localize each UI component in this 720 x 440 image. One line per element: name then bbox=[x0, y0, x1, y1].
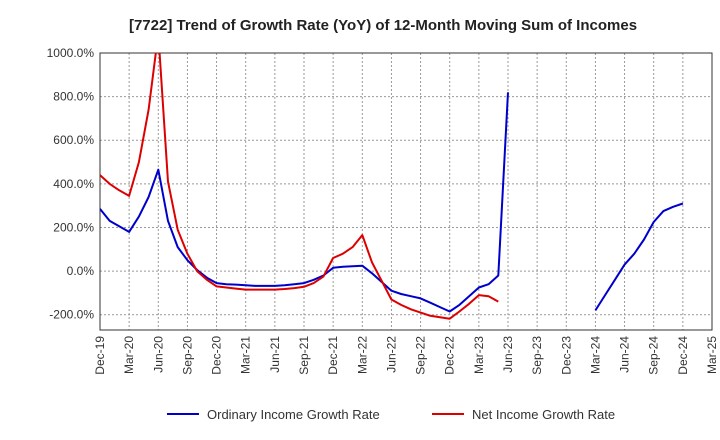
x-tick-label: Dec-19 bbox=[93, 336, 107, 375]
x-tick-label: Mar-22 bbox=[355, 336, 369, 374]
x-tick-label: Dec-23 bbox=[559, 336, 573, 375]
plot-area: 1000.0% 800.0% 600.0% 400.0% 200.0% 0.0% -200.… bbox=[47, 46, 719, 375]
x-tick-label: Sep-23 bbox=[530, 336, 544, 375]
x-tick-label: Mar-25 bbox=[705, 336, 719, 374]
x-tick-label: Dec-22 bbox=[443, 336, 457, 375]
x-tick-label: Sep-22 bbox=[414, 336, 428, 375]
chart-title: [7722] Trend of Growth Rate (YoY) of 12-… bbox=[129, 17, 637, 34]
y-tick-label: 800.0% bbox=[53, 90, 94, 104]
x-tick-label: Jun-20 bbox=[151, 336, 165, 373]
y-tick-label: 200.0% bbox=[53, 220, 94, 234]
x-tick-label: Jun-22 bbox=[384, 336, 398, 373]
x-tick-label: Dec-21 bbox=[326, 336, 340, 375]
x-tick-label: Mar-24 bbox=[588, 336, 602, 374]
plot-frame bbox=[99, 52, 713, 331]
series-group bbox=[100, 53, 684, 320]
x-tick-label: Sep-21 bbox=[297, 336, 311, 375]
y-tick-label: -200.0% bbox=[49, 308, 94, 322]
x-tick-label: Mar-21 bbox=[239, 336, 253, 374]
x-tick-label: Dec-24 bbox=[676, 336, 690, 375]
series-line-ordinary-income bbox=[594, 202, 684, 311]
x-tick-label: Dec-20 bbox=[210, 336, 224, 375]
y-tick-label: 400.0% bbox=[53, 177, 94, 191]
x-tick-label: Jun-24 bbox=[618, 336, 632, 373]
x-tick-label: Sep-24 bbox=[647, 336, 661, 375]
y-tick-label: 1000.0% bbox=[47, 46, 95, 60]
series-line-ordinary-income bbox=[100, 92, 509, 313]
x-tick-label: Sep-20 bbox=[180, 336, 194, 375]
y-tick-label: 0.0% bbox=[67, 264, 95, 278]
legend: Ordinary Income Growth Rate Net Income G… bbox=[167, 407, 615, 422]
x-tick-label: Mar-20 bbox=[122, 336, 136, 374]
series-line-net-income bbox=[100, 53, 499, 320]
y-tick-label: 600.0% bbox=[53, 133, 94, 147]
legend-label-net-income: Net Income Growth Rate bbox=[472, 407, 615, 422]
legend-label-ordinary-income: Ordinary Income Growth Rate bbox=[207, 407, 380, 422]
x-tick-label: Jun-23 bbox=[501, 336, 515, 373]
x-tick-label: Mar-23 bbox=[472, 336, 486, 374]
x-tick-label: Jun-21 bbox=[268, 336, 282, 373]
